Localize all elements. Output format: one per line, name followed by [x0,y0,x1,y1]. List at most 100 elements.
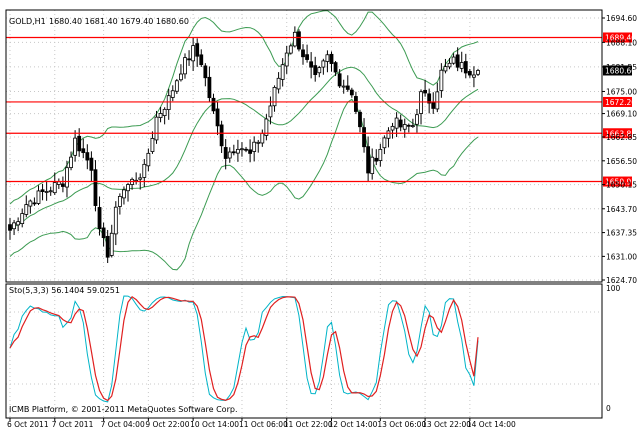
price-tick-label: 1631.00 [606,252,637,261]
candle-bear [244,148,248,151]
candle-bear [215,108,220,127]
candle-bear [223,147,228,159]
candle-bull [439,69,444,91]
candle-bear [374,157,379,162]
candle-bear [61,183,65,187]
candle-bull [183,57,187,75]
candle-bear [187,58,191,61]
horizontal-levels: 1689.40 1672.20 1663.85 1650.97 [6,32,636,187]
candle-bull [276,77,281,90]
candle-bear [40,189,45,192]
candle-bull [378,148,383,161]
price-tick-label: 1694.60 [606,14,637,23]
candle-bear [93,169,98,206]
candle-bear [219,124,224,147]
candle-bull [390,125,395,131]
candle-bear [231,151,236,154]
candle-bull [170,90,175,98]
candle-bull [126,184,130,192]
candle-bull [162,108,167,117]
bollinger-bands [9,10,479,271]
candle-bull [69,156,73,168]
price-tick-label: 1669.10 [606,110,637,119]
candle-bear [455,54,460,68]
time-tick-label: 11 Oct 06:00 [239,420,288,429]
chart-symbol-label: GOLD,H1 [9,17,46,26]
candle-bear [89,157,94,171]
candle-bull [435,91,440,110]
candle-bull [443,66,448,72]
candle-bear [358,111,362,128]
candle-bull [321,60,326,68]
level-price-tag [603,176,632,187]
time-tick-label: 13 Oct 06:00 [377,420,426,429]
candle-bear [309,61,314,68]
candle-bear [354,96,358,112]
candle-bull [235,148,240,154]
level-price-label: 1663.85 [605,129,636,138]
candle-bear [203,65,208,79]
time-tick-label: 6 Oct 2011 [7,420,49,429]
candle-bull [73,137,78,156]
candle-bull [370,156,375,175]
bollinger-lower-band [9,98,479,271]
candle-bear [301,49,305,58]
candle-bear [207,76,212,99]
candle-bull [240,148,244,151]
candle-bull [36,190,41,204]
candle-bull [256,141,261,144]
time-tick-label: 7 Oct 04:00 [101,420,145,429]
level-price-tag [603,32,632,43]
candle-bull [28,200,33,207]
candle-bear [333,62,338,73]
candle-bear [195,43,200,57]
candle-bull [113,206,118,235]
level-price-tag [603,128,632,139]
time-axis: 6 Oct 2011 7 Oct 2011 7 Oct 04:00 9 Oct 22:… [7,418,516,429]
candle-bear [81,148,86,153]
candle-bull [179,73,183,81]
candle-bull [386,130,391,139]
candle-bull [410,125,415,127]
candle-bull [415,114,419,125]
level-price-label: 1672.20 [605,98,636,107]
candle-bull [419,91,423,114]
candle-bull [16,221,21,226]
candle-bull [447,62,452,68]
price-tick-label: 1688.10 [606,38,637,47]
candle-bear [329,53,334,64]
candle-bull [65,167,69,188]
stochastic-axis-label: 100 [606,284,621,293]
candle-bull [117,195,122,207]
price-axis: 1694.601688.101681.551675.001669.101662.… [602,14,637,285]
candle-bull [280,64,285,80]
candle-bull [154,116,159,141]
candle-bull [44,191,49,193]
candle-bull [394,117,399,129]
candle-bull [268,105,273,118]
candle-bear [345,85,350,90]
candle-bull [252,141,257,152]
stochastic-signal-line [9,295,479,402]
candle-bear [427,93,432,104]
candle-bull [48,190,53,193]
price-tick-label: 1637.35 [606,229,637,238]
candle-bull [317,67,322,74]
indicator-panel-frame [5,283,603,419]
candle-bear [349,89,354,96]
candle-bull [476,70,480,75]
candle-bear [406,124,411,127]
candle-bear [199,54,204,66]
candle-bull [341,85,346,88]
time-tick-label: 14 Oct 14:00 [467,420,516,429]
stochastic-axis-label: 0 [606,404,611,413]
candle-bull [122,189,126,199]
candle-bull [191,45,196,62]
candle-bull [472,74,476,78]
candle-bull [24,204,29,215]
price-tick-label: 1643.70 [606,205,637,214]
time-tick-label: 10 Oct 14:00 [190,420,239,429]
